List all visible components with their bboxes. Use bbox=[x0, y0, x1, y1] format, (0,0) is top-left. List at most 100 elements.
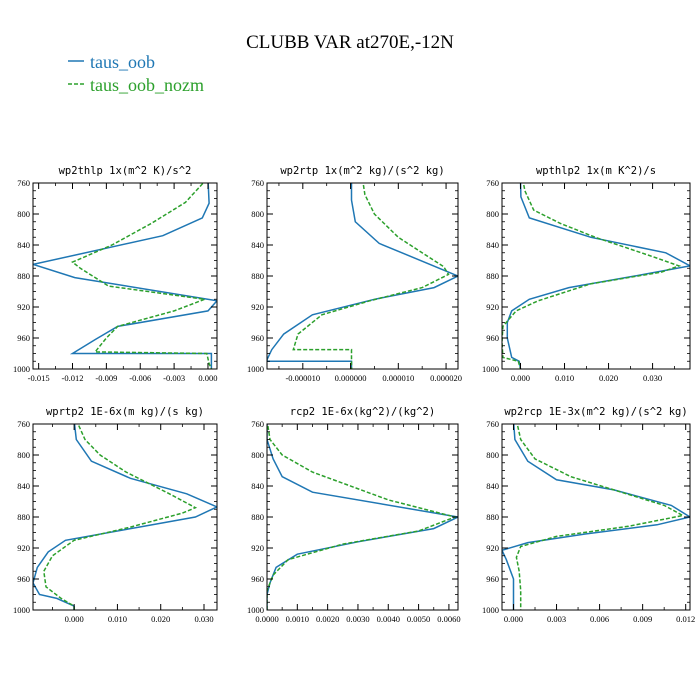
series-line-taus-oob bbox=[267, 424, 458, 610]
x-tick-label: 0.0000 bbox=[255, 614, 278, 624]
x-tick-label: 0.0040 bbox=[377, 614, 400, 624]
x-tick-label: 0.010 bbox=[555, 373, 574, 383]
legend-label-taus-oob-nozm: taus_oob_nozm bbox=[90, 75, 204, 95]
series-line-taus-oob-nozm bbox=[502, 183, 682, 369]
panel-1: wp2thlp 1x(m^2 K)/s^2 760 800 840 880 920 960 1… bbox=[13, 165, 218, 383]
series-line-taus-oob bbox=[502, 424, 690, 610]
plot-frame bbox=[266, 423, 459, 611]
y-tick-label: 1000 bbox=[247, 364, 264, 374]
panel-title: wp2thlp 1x(m^2 K)/s^2 bbox=[59, 165, 192, 177]
y-tick-label: 760 bbox=[251, 419, 264, 429]
series-line-taus-oob-nozm bbox=[267, 424, 458, 610]
y-tick-label: 880 bbox=[251, 512, 264, 522]
panel-5: rcp2 1E-6x(kg^2)/(kg^2) 760 800 840 880 920 96… bbox=[247, 406, 461, 624]
y-tick-label: 960 bbox=[251, 333, 264, 343]
y-tick-label: 1000 bbox=[247, 605, 264, 615]
x-tick-label: 0.030 bbox=[194, 614, 213, 624]
panel-6: wp2rcp 1E-3x(m^2 kg)/(s^2 kg) 760 800 840 88… bbox=[482, 406, 695, 624]
x-tick-label: -0.012 bbox=[62, 373, 84, 383]
y-tick-label: 880 bbox=[17, 512, 30, 522]
y-tick-label: 760 bbox=[17, 419, 30, 429]
y-tick-label: 960 bbox=[17, 333, 30, 343]
y-tick-label: 800 bbox=[251, 209, 264, 219]
series-line-taus-oob bbox=[33, 424, 217, 610]
y-tick-label: 920 bbox=[486, 302, 499, 312]
panel-title: wp2rtp 1x(m^2 kg)/(s^2 kg) bbox=[280, 165, 444, 177]
panel-4: wprtp2 1E-6x(m kg)/(s kg) 760 800 840 880 920… bbox=[13, 406, 218, 624]
x-tick-label: 0.030 bbox=[643, 373, 662, 383]
legend: taus_oob taus_oob_nozm bbox=[68, 52, 204, 95]
legend-label-taus-oob: taus_oob bbox=[90, 52, 155, 72]
y-tick-label: 920 bbox=[251, 543, 264, 553]
y-tick-label: 920 bbox=[486, 543, 499, 553]
y-tick-label: 840 bbox=[17, 481, 30, 491]
y-tick-label: 960 bbox=[251, 574, 264, 584]
x-tick-label: 0.006 bbox=[590, 614, 609, 624]
y-tick-label: 760 bbox=[251, 178, 264, 188]
x-tick-label: 0.009 bbox=[633, 614, 652, 624]
y-tick-label: 800 bbox=[486, 450, 499, 460]
panel-title: rcp2 1E-6x(kg^2)/(kg^2) bbox=[290, 406, 435, 418]
y-tick-label: 880 bbox=[17, 271, 30, 281]
x-tick-label: 0.000010 bbox=[382, 373, 414, 383]
y-tick-label: 1000 bbox=[13, 605, 30, 615]
x-tick-label: 0.020 bbox=[151, 614, 170, 624]
x-tick-label: 0.020 bbox=[599, 373, 618, 383]
y-tick-label: 1000 bbox=[13, 364, 30, 374]
y-tick-label: 960 bbox=[17, 574, 30, 584]
x-tick-label: 0.0030 bbox=[346, 614, 369, 624]
y-tick-label: 920 bbox=[251, 302, 264, 312]
y-tick-label: 920 bbox=[17, 543, 30, 553]
y-tick-label: 840 bbox=[251, 481, 264, 491]
y-tick-label: 840 bbox=[251, 240, 264, 250]
panel-3: wpthlp2 1x(m K^2)/s 760 800 840 880 920 960 100… bbox=[482, 165, 691, 383]
x-tick-label: 0.0060 bbox=[437, 614, 460, 624]
series-line-taus-oob bbox=[267, 183, 458, 369]
x-tick-label: 0.010 bbox=[108, 614, 127, 624]
y-tick-label: 920 bbox=[17, 302, 30, 312]
x-tick-label: 0.000000 bbox=[335, 373, 367, 383]
x-tick-label: 0.003 bbox=[547, 614, 566, 624]
x-tick-label: 0.000 bbox=[65, 614, 84, 624]
x-tick-label: 0.000 bbox=[504, 614, 523, 624]
plot-frame bbox=[266, 182, 459, 370]
y-tick-label: 840 bbox=[486, 240, 499, 250]
y-tick-label: 880 bbox=[486, 512, 499, 522]
y-tick-label: 800 bbox=[17, 450, 30, 460]
series-line-taus-oob-nozm bbox=[43, 424, 198, 610]
y-tick-label: 800 bbox=[17, 209, 30, 219]
x-tick-label: 0.0050 bbox=[407, 614, 430, 624]
x-tick-label: 0.012 bbox=[676, 614, 695, 624]
plot-frame bbox=[501, 182, 691, 370]
series-line-taus-oob bbox=[33, 183, 217, 369]
x-tick-label: 0.000020 bbox=[430, 373, 462, 383]
series-line-taus-oob-nozm bbox=[71, 183, 213, 369]
panel-title: wp2rcp 1E-3x(m^2 kg)/(s^2 kg) bbox=[504, 406, 687, 418]
series-line-taus-oob-nozm bbox=[292, 183, 450, 369]
x-tick-label: 0.0020 bbox=[316, 614, 339, 624]
plot-frame bbox=[501, 423, 691, 611]
x-tick-label: -0.000010 bbox=[285, 373, 320, 383]
x-tick-label: 0.000 bbox=[198, 373, 217, 383]
figure-title: CLUBB VAR at270E,-12N bbox=[246, 32, 454, 53]
x-tick-label: -0.015 bbox=[28, 373, 50, 383]
y-tick-label: 760 bbox=[486, 178, 499, 188]
y-tick-label: 1000 bbox=[482, 364, 499, 374]
panel-title: wprtp2 1E-6x(m kg)/(s kg) bbox=[46, 406, 204, 418]
y-tick-label: 760 bbox=[17, 178, 30, 188]
y-tick-label: 880 bbox=[486, 271, 499, 281]
series-line-taus-oob bbox=[506, 183, 690, 369]
y-tick-label: 880 bbox=[251, 271, 264, 281]
y-tick-label: 960 bbox=[486, 333, 499, 343]
series-line-taus-oob-nozm bbox=[515, 424, 685, 610]
x-tick-label: -0.006 bbox=[129, 373, 151, 383]
y-tick-label: 840 bbox=[17, 240, 30, 250]
plot-frame bbox=[32, 182, 218, 370]
y-tick-label: 800 bbox=[251, 450, 264, 460]
panel-2: wp2rtp 1x(m^2 kg)/(s^2 kg) 760 800 840 880 92… bbox=[247, 165, 462, 383]
x-tick-label: 0.000 bbox=[511, 373, 530, 383]
y-tick-label: 960 bbox=[486, 574, 499, 584]
panels: wp2thlp 1x(m^2 K)/s^2 760 800 840 880 920 960 1… bbox=[13, 165, 695, 624]
panel-title: wpthlp2 1x(m K^2)/s bbox=[536, 165, 656, 177]
